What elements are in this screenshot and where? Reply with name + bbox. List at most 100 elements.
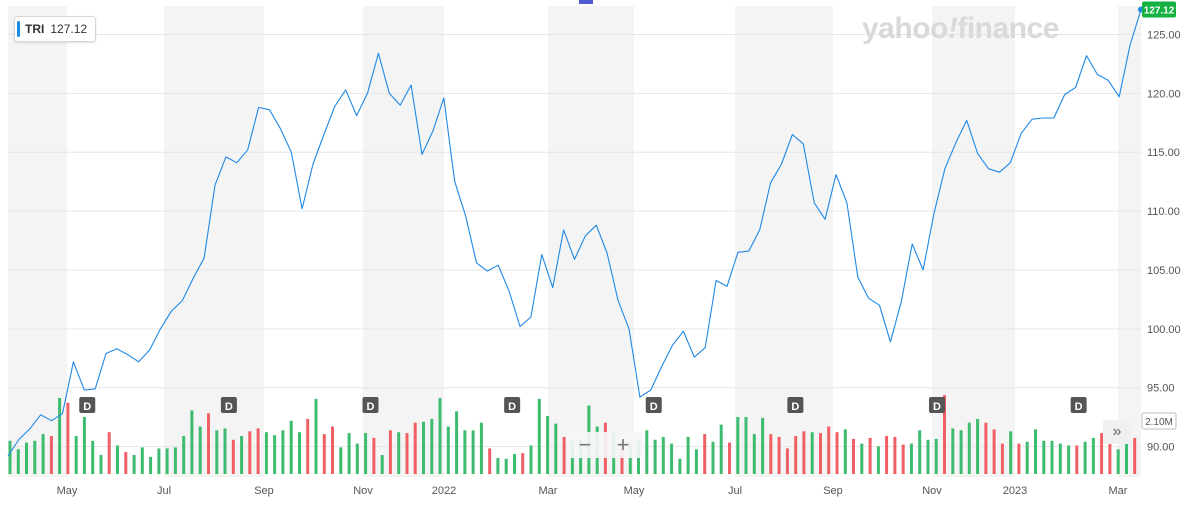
volume-bar (306, 418, 310, 474)
volume-bar (107, 432, 111, 474)
symbol-badge[interactable]: TRI 127.12 (14, 16, 97, 42)
volume-bar (984, 422, 988, 474)
x-tick-label: Nov (353, 485, 373, 497)
month-band (1118, 6, 1141, 477)
volume-tag (1141, 412, 1177, 430)
scroll-forward-button[interactable]: » (1103, 420, 1131, 444)
range-handle[interactable] (579, 0, 593, 4)
value-tags: 127.12 2.10M (1141, 1, 1177, 430)
volume-bar (1133, 437, 1137, 474)
volume-bar (355, 443, 359, 474)
dividend-label: D (933, 401, 941, 413)
y-tick-label: 115.00 (1147, 147, 1180, 159)
dividend-badge (645, 397, 662, 413)
volume-bar (388, 430, 392, 474)
volume-bar (909, 443, 913, 474)
volume-bar (132, 455, 136, 474)
volume-bar (240, 436, 244, 474)
volume-bar (413, 422, 417, 474)
volume-bar (752, 434, 756, 474)
dividend-badge (362, 397, 379, 413)
volume-bar (901, 444, 905, 474)
month-band (164, 6, 264, 477)
x-tick-label: May (57, 485, 78, 497)
volume-bar (959, 430, 963, 474)
dividend-badge (504, 397, 521, 413)
volume-bar (1000, 443, 1004, 474)
dividend-marker[interactable]: D (787, 397, 804, 413)
dividend-marker[interactable]: D (504, 397, 521, 413)
dividend-label: D (650, 401, 658, 413)
x-tick-label: Mar (539, 485, 558, 497)
x-tick-label: Sep (823, 485, 843, 497)
volume-bar (49, 436, 53, 474)
volume-bar (339, 447, 343, 474)
volume-bar (860, 443, 864, 474)
zoom-in-button[interactable]: + (616, 432, 630, 457)
volume-bar (513, 454, 516, 474)
volume-bar (562, 436, 566, 474)
x-tick-label: 2023 (1003, 485, 1027, 497)
dividend-marker[interactable]: D (929, 397, 946, 413)
volume-bar (397, 432, 401, 474)
volume-bar (182, 436, 186, 474)
dividend-label: D (791, 401, 799, 413)
y-tick-label: 100.00 (1147, 324, 1181, 336)
dividend-label: D (1075, 401, 1083, 413)
volume-bar (819, 433, 822, 474)
y-tick-label: 110.00 (1147, 206, 1180, 218)
volume-bar (173, 447, 177, 474)
volume-bar (521, 453, 525, 474)
volume-bar (231, 439, 235, 474)
dividend-marker[interactable]: D (645, 397, 662, 413)
volume-bar (8, 440, 12, 475)
month-band (548, 6, 634, 477)
volume-bar (331, 426, 334, 474)
y-tick-label: 95.00 (1147, 383, 1175, 395)
volume-bar (1034, 429, 1037, 474)
volume-bar (91, 440, 95, 475)
volume-bar (33, 440, 37, 475)
dividend-marker[interactable]: D (79, 397, 96, 413)
volume-bar (1125, 441, 1128, 474)
volume-bar (198, 426, 202, 474)
volume-bar (1009, 431, 1013, 475)
volume-bar (322, 434, 326, 474)
volume-bar (99, 455, 103, 474)
volume-bar (893, 436, 897, 474)
dividend-marker[interactable]: D (362, 397, 379, 413)
dividend-marker[interactable]: D (1070, 397, 1087, 413)
dividend-marker[interactable]: D (220, 397, 237, 413)
volume-bar (843, 429, 847, 474)
volume-bar (761, 417, 765, 474)
volume-bar (661, 436, 665, 474)
volume-bar (620, 442, 624, 474)
x-tick-label: Mar (1109, 485, 1128, 497)
volume-bar (165, 448, 169, 475)
zoom-out-button[interactable]: − (578, 432, 592, 457)
volume-bar (1083, 441, 1087, 474)
volume-bar (82, 417, 86, 474)
month-band (8, 6, 67, 477)
volume-bar (273, 435, 277, 474)
x-tick-label: Sep (254, 485, 274, 497)
volume-bar (504, 458, 508, 474)
volume-bar (207, 413, 210, 474)
volume-bar (215, 430, 219, 474)
volume-bar (248, 431, 252, 475)
y-tick-label: 90.00 (1147, 442, 1175, 454)
volume-bar (74, 436, 78, 474)
volume-bar (670, 443, 674, 474)
volume-bar (1042, 440, 1046, 475)
x-axis: May Jul Sep Nov 2022 Mar May Jul Sep Nov 2023 Mar (57, 485, 1128, 497)
x-tick-label: Nov (922, 485, 942, 497)
volume-bar (16, 449, 20, 474)
volume-bar (1075, 445, 1079, 474)
volume-bar (1025, 441, 1029, 474)
symbol-price: 127.12 (50, 22, 88, 36)
volume-bar (926, 439, 930, 474)
volume-bar (264, 432, 268, 474)
